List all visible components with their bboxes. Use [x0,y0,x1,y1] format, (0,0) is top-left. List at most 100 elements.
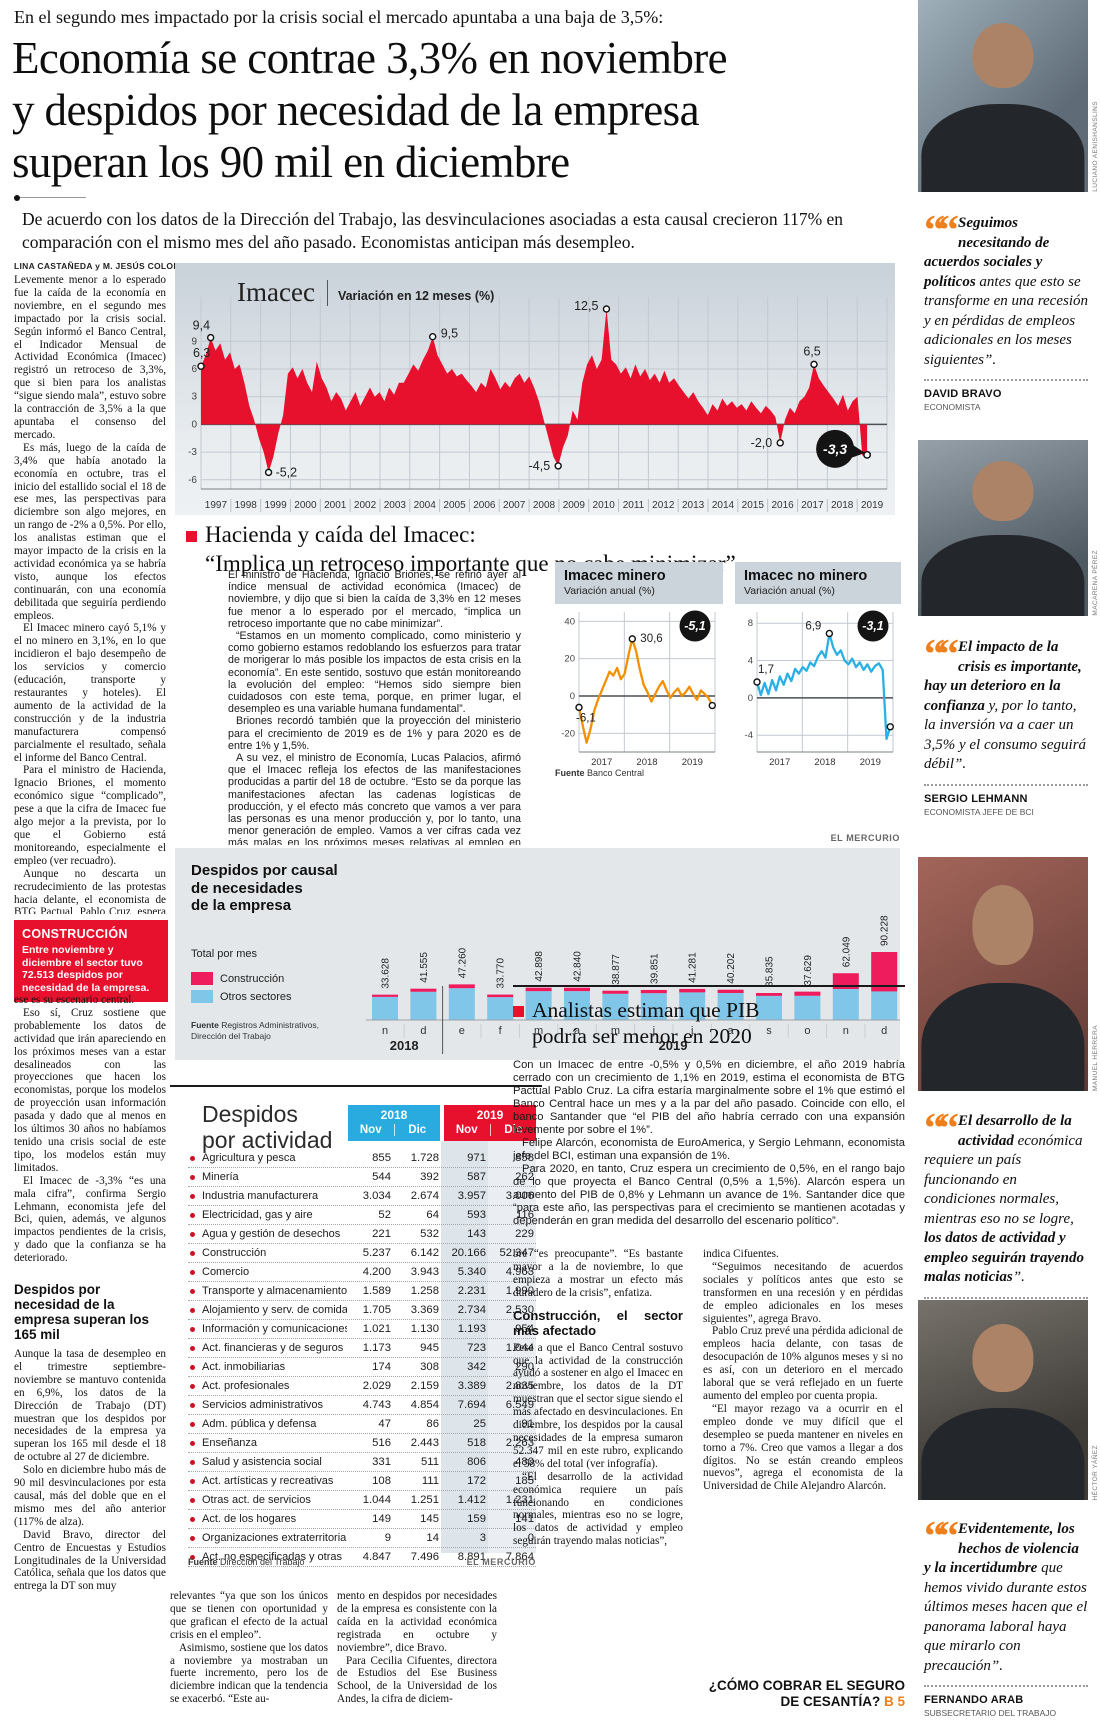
photo-credit: MANUEL HERRERA [1092,1024,1099,1091]
title-line: Despidos [202,1101,298,1127]
promo-page-ref: B 5 [883,1694,905,1709]
cell-value: 2.029 [362,1380,391,1392]
svg-text:j: j [652,1025,655,1037]
row-bullet-icon [190,1364,195,1370]
cell-value: 20.166 [451,1247,486,1259]
minero-header: Imacec minero Variación anual (%) [555,562,723,604]
table-row: Servicios administrativos 4.743 4.854 7.694… [188,1396,536,1415]
photo-credit: HÉCTOR YÁÑEZ [1092,1444,1099,1501]
svg-text:90.228: 90.228 [880,915,891,946]
svg-text:2004: 2004 [414,500,437,511]
cell-value: 1.705 [362,1304,391,1316]
hacienda-headline-line: Hacienda y caída del Imacec: [186,520,886,549]
svg-text:6,5: 6,5 [803,344,820,358]
svg-text:2017: 2017 [801,500,824,511]
cell-value: 3.006 [505,1190,534,1202]
quote-segment: Evidentemente, los hechos de violencia y… [924,1521,1079,1576]
cell-value: 143 [467,1228,486,1240]
row-label: Agua y gestión de desechos [202,1228,341,1240]
row-label: Comercio [202,1266,250,1278]
svg-text:37.629: 37.629 [803,955,814,986]
svg-text:47.260: 47.260 [457,947,468,978]
row-bullet-icon [190,1250,195,1256]
svg-text:2007: 2007 [503,500,526,511]
quote-author-role: SUBSECRETARIO DEL TRABAJO [924,1708,1057,1718]
cell-value: 2.674 [410,1190,439,1202]
cell-value: 858 [515,1152,534,1164]
svg-text:a: a [728,1025,735,1037]
cell-value: 4.963 [505,1266,534,1278]
row-label: Organizaciones extraterritoriales [202,1532,347,1544]
deck: De acuerdo con los datos de la Dirección… [22,209,844,252]
svg-text:2017: 2017 [769,757,790,768]
cell-value: 1.251 [410,1494,439,1506]
table-row: Industria manufacturera 3.034 2.674 3.957 3.… [188,1187,536,1206]
chart-title: Imacec [237,277,315,307]
cell-value: 3.957 [457,1190,486,1202]
quote-marks-icon: ““ [924,208,959,254]
svg-text:2003: 2003 [384,500,407,511]
cell-value: 52.347 [499,1247,534,1259]
quote-divider [924,1685,1088,1687]
title-divider [326,279,328,306]
svg-text:9: 9 [191,336,197,347]
table-row: Act. artísticas y recreativas 108 111 172 18… [188,1472,536,1491]
quote-author: DAVID BRAVO [924,388,1002,400]
svg-text:2018: 2018 [636,757,657,768]
cell-value: 544 [372,1171,391,1183]
minero-line-chart: 40 20 0 -20 2017 2018 2019 -6,1 30,6 -5,1 [561,610,716,768]
cell-value: 149 [372,1513,391,1525]
cell-value: 145 [420,1513,439,1525]
photo-credit: MACARENA PÉREZ [1092,550,1099,616]
cell-value: 221 [372,1228,391,1240]
cell-value: 4.200 [362,1266,391,1278]
cell-value: 7.694 [457,1399,486,1411]
cell-value: 308 [420,1361,439,1373]
cell-value: 262 [515,1171,534,1183]
cell-value: 587 [467,1171,486,1183]
cell-value: 5.237 [362,1247,391,1259]
cell-value: 7.496 [410,1551,439,1563]
table-row: Comercio 4.200 3.943 5.340 4.963 [188,1263,536,1282]
photo-cifuentes: MANUEL HERRERA [918,857,1099,1091]
paragraph: Aunque la tasa de desempleo en el trimes… [14,1348,166,1464]
quote-david-bravo: ““ Seguimos necesitando de acuerdos socia… [924,208,1088,412]
source-text: Dirección del Trabajo [217,1557,305,1567]
paragraph: “Estamos en un momento complicado, como … [228,630,521,716]
cell-value: 511 [420,1456,439,1468]
cell-value: 855 [372,1152,391,1164]
publication-credit: EL MERCURIO [830,833,900,843]
cell-value: 2.159 [410,1380,439,1392]
table-row: Act. profesionales 2.029 2.159 3.389 2.835 [188,1377,536,1396]
bottom-column-a: relevantes “ya que son los únicos que se… [170,1590,328,1732]
quote-segment: y, por lo tanto, la inversión va a caer … [924,697,1087,773]
svg-text:e: e [459,1025,465,1037]
quote-segment: los datos de actividad y empleo seguirán… [924,1230,1084,1285]
svg-text:-4: -4 [745,730,753,741]
construction-callout-box: CONSTRUCCIÓN Entre noviembre y diciembre… [14,920,168,1002]
cell-value: 1.173 [362,1342,391,1354]
byline: LINA CASTAÑEDA y M. JESÚS COLOMA [14,261,188,271]
svg-text:1997: 1997 [205,500,228,511]
svg-text:-4,5: -4,5 [529,459,551,473]
headline-line: superan los 90 mil en diciembre [12,137,570,187]
cell-value: 2.443 [410,1437,439,1449]
cell-value: 6.549 [505,1399,534,1411]
quote-author-role: ECONOMISTA JEFE DE BCI [924,806,1034,817]
table-row: Electricidad, gas y aire 52 64 593 116 [188,1206,536,1225]
svg-text:41.281: 41.281 [688,952,699,983]
cell-value: 3 [479,1532,486,1544]
svg-text:0: 0 [570,691,575,702]
row-bullet-icon [190,1326,195,1332]
paragraph: ese es su escenario central. [14,994,135,1006]
row-bullet-icon [190,1288,195,1294]
paragraph: Para 2020, en tanto, Cruz espera un crec… [513,1163,905,1227]
row-label: Salud y asistencia social [202,1456,322,1468]
article-subhead: Despidos por necesidad de la empresa sup… [14,1282,150,1342]
row-bullet-icon [190,1383,195,1389]
svg-text:o: o [804,1025,810,1037]
svg-text:-2,0: -2,0 [751,436,773,450]
cell-value: 516 [372,1437,391,1449]
quote-fernando-arab: ““ Evidentemente, los hechos de violencia… [924,1516,1088,1718]
row-label: Alojamiento y serv. de comidas [202,1304,347,1316]
